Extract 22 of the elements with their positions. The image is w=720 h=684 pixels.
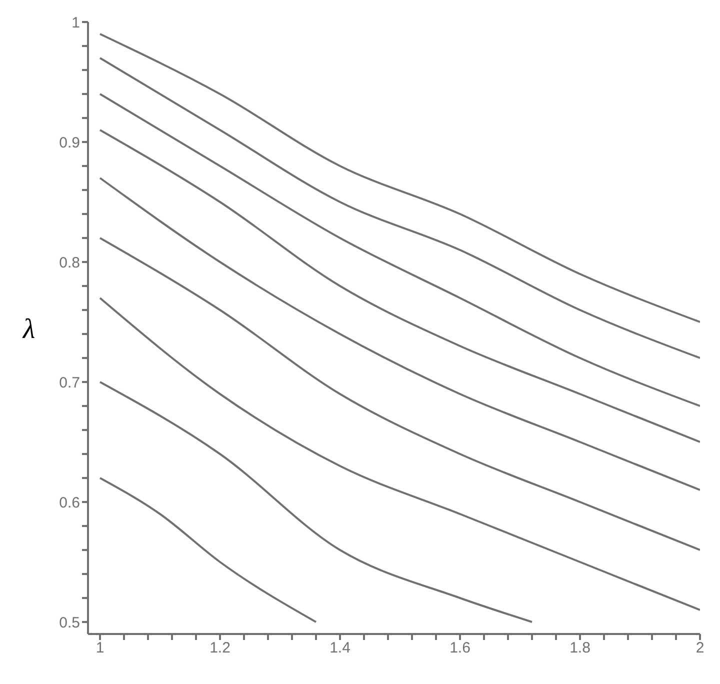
line-series <box>99 177 700 491</box>
x-tick-label: 1.4 <box>330 640 350 657</box>
y-tick-label: 0.9 <box>59 134 80 152</box>
x-tick-label: 1.2 <box>210 640 230 657</box>
y-tick-label: 1 <box>72 14 80 32</box>
x-tick-label: 2 <box>696 640 704 657</box>
line-series <box>99 477 317 623</box>
y-axis-title: λ <box>22 314 36 345</box>
line-series <box>99 381 533 623</box>
y-tick-label: 0.5 <box>59 614 80 632</box>
x-tick-label: 1 <box>96 640 104 657</box>
line-series <box>99 297 700 611</box>
x-tick-label: 1.6 <box>450 640 470 657</box>
line-series <box>99 33 700 323</box>
y-tick-label: 0.6 <box>59 494 80 512</box>
y-tick-label: 0.8 <box>59 254 80 272</box>
x-tick-label: 1.8 <box>570 640 590 657</box>
line-series <box>99 237 700 551</box>
y-tick-label: 0.7 <box>59 374 80 392</box>
line-series <box>99 93 700 407</box>
line-series <box>99 129 700 443</box>
line-series <box>99 57 700 359</box>
